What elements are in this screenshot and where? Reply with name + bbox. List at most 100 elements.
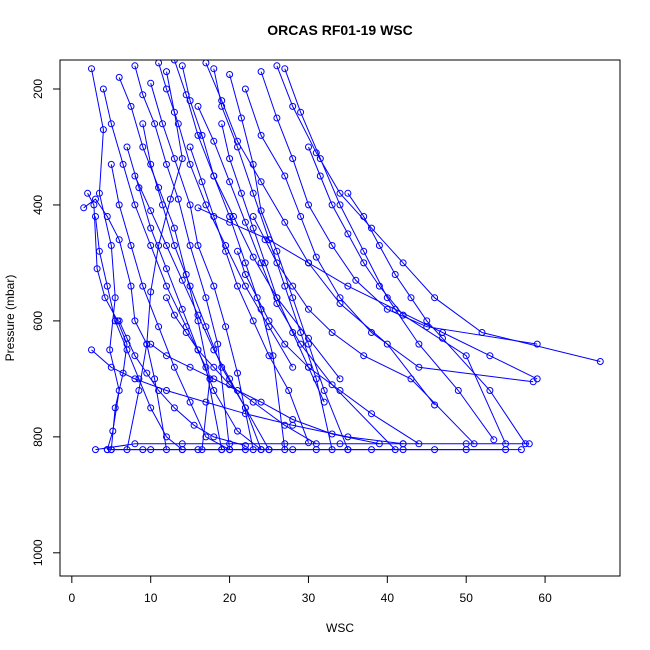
data-point bbox=[249, 189, 257, 197]
data-point bbox=[202, 294, 210, 302]
data-point bbox=[147, 288, 155, 296]
series-line-8 bbox=[126, 71, 183, 450]
series-line-22 bbox=[221, 123, 325, 403]
data-point bbox=[88, 65, 95, 73]
data-point bbox=[131, 201, 139, 209]
data-point bbox=[415, 363, 423, 371]
data-point bbox=[115, 317, 123, 325]
data-point bbox=[226, 178, 234, 186]
data-point bbox=[163, 85, 170, 93]
data-point bbox=[391, 305, 399, 313]
data-point bbox=[147, 340, 155, 348]
data-point bbox=[297, 108, 305, 116]
data-point bbox=[316, 172, 324, 180]
data-point bbox=[320, 398, 328, 406]
data-point bbox=[194, 204, 202, 212]
data-point bbox=[163, 160, 170, 168]
series-line-28 bbox=[252, 216, 475, 445]
data-point bbox=[127, 102, 135, 110]
series-line-23 bbox=[189, 146, 309, 443]
data-point bbox=[174, 195, 182, 203]
data-point bbox=[328, 242, 336, 249]
data-point bbox=[92, 195, 99, 203]
data-point bbox=[194, 446, 202, 454]
series-line-27 bbox=[308, 146, 507, 445]
data-point bbox=[249, 398, 257, 406]
data-point bbox=[226, 71, 234, 78]
data-point bbox=[399, 440, 407, 448]
data-point bbox=[95, 189, 103, 197]
data-point bbox=[431, 401, 439, 409]
data-point bbox=[360, 247, 368, 255]
data-point bbox=[210, 172, 218, 180]
x-tick-label: 30 bbox=[302, 591, 316, 605]
series-line-10 bbox=[276, 65, 601, 362]
x-tick-label: 0 bbox=[68, 591, 75, 605]
x-axis-label: WSC bbox=[326, 621, 354, 635]
data-point bbox=[123, 143, 131, 151]
data-point bbox=[190, 421, 198, 429]
data-point bbox=[131, 172, 139, 180]
data-point bbox=[265, 317, 273, 325]
plot-frame bbox=[59, 59, 621, 577]
data-point bbox=[182, 91, 190, 99]
data-point bbox=[194, 311, 202, 319]
data-point bbox=[103, 446, 111, 454]
data-point bbox=[490, 436, 498, 444]
data-point bbox=[234, 369, 241, 377]
series-line-19 bbox=[173, 60, 341, 380]
data-point bbox=[289, 155, 297, 163]
data-point bbox=[107, 446, 115, 454]
data-point bbox=[182, 271, 190, 278]
y-tick-label: 1000 bbox=[31, 539, 45, 566]
data-point bbox=[241, 259, 249, 267]
data-point bbox=[305, 363, 312, 371]
data-point bbox=[155, 60, 163, 67]
data-point bbox=[163, 352, 170, 360]
data-point bbox=[253, 294, 261, 302]
data-point bbox=[218, 120, 226, 128]
data-point bbox=[194, 346, 202, 354]
data-point bbox=[186, 143, 194, 151]
data-point bbox=[320, 387, 328, 394]
data-point bbox=[273, 62, 281, 70]
data-point bbox=[186, 242, 194, 249]
data-point bbox=[273, 294, 281, 302]
data-point bbox=[336, 375, 344, 383]
data-point bbox=[131, 440, 139, 448]
data-point bbox=[107, 160, 115, 168]
data-point bbox=[159, 120, 166, 128]
data-point bbox=[360, 213, 368, 220]
data-point bbox=[127, 282, 135, 290]
data-point bbox=[131, 375, 139, 383]
data-point bbox=[269, 352, 277, 360]
data-point bbox=[106, 346, 114, 354]
series-line-6 bbox=[150, 83, 254, 450]
x-tick-label: 40 bbox=[381, 591, 395, 605]
data-point bbox=[163, 387, 170, 394]
data-point bbox=[170, 404, 178, 412]
data-point bbox=[107, 242, 115, 249]
data-point bbox=[119, 369, 127, 377]
data-point bbox=[182, 329, 190, 336]
data-point bbox=[281, 218, 289, 226]
series-line-4 bbox=[118, 77, 211, 450]
data-point bbox=[237, 189, 245, 197]
data-point bbox=[178, 276, 186, 284]
series-line-0 bbox=[91, 68, 120, 450]
data-point bbox=[95, 247, 103, 255]
data-point bbox=[533, 340, 541, 348]
series-line-5 bbox=[181, 65, 286, 450]
data-point bbox=[151, 120, 159, 128]
data-point bbox=[273, 259, 281, 267]
data-point bbox=[265, 236, 273, 244]
data-point bbox=[99, 126, 107, 134]
data-point bbox=[147, 242, 155, 249]
data-point bbox=[99, 85, 107, 93]
data-point bbox=[210, 346, 218, 354]
data-point bbox=[93, 265, 101, 273]
data-point bbox=[103, 282, 111, 290]
series-line-2 bbox=[83, 198, 167, 450]
series-line-21 bbox=[102, 88, 223, 450]
data-point bbox=[336, 189, 344, 197]
